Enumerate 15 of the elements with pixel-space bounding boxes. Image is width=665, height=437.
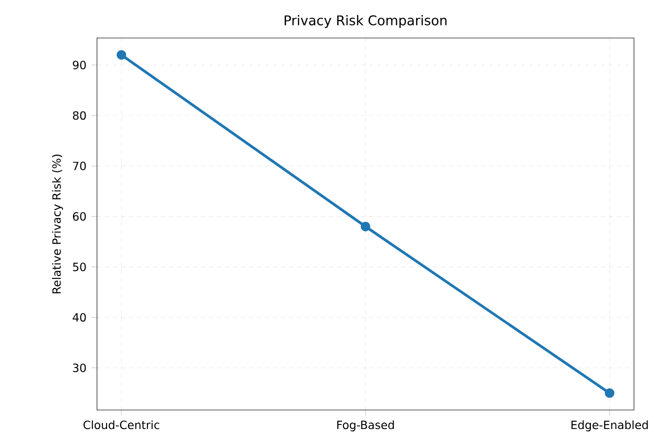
x-tick-label: Edge-Enabled xyxy=(571,420,648,432)
y-tick-label: 80 xyxy=(72,111,86,120)
chart-title: Privacy Risk Comparison xyxy=(284,15,446,28)
x-tick-label: Cloud-Centric xyxy=(84,420,160,430)
y-tick-label: 50 xyxy=(73,262,86,272)
y-tick-label: 70 xyxy=(73,162,86,170)
point xyxy=(116,50,126,60)
x-tick-label: Fog-Based xyxy=(337,420,394,432)
y-tick-label: 30 xyxy=(73,364,86,372)
y-tick-label: 60 xyxy=(72,212,86,221)
y-tick-label: 90 xyxy=(72,60,86,70)
point xyxy=(604,388,614,398)
point xyxy=(360,222,370,232)
y-axis-title: Relative Privacy Risk (%) xyxy=(52,154,64,294)
y-tick-label: 40 xyxy=(72,313,86,322)
